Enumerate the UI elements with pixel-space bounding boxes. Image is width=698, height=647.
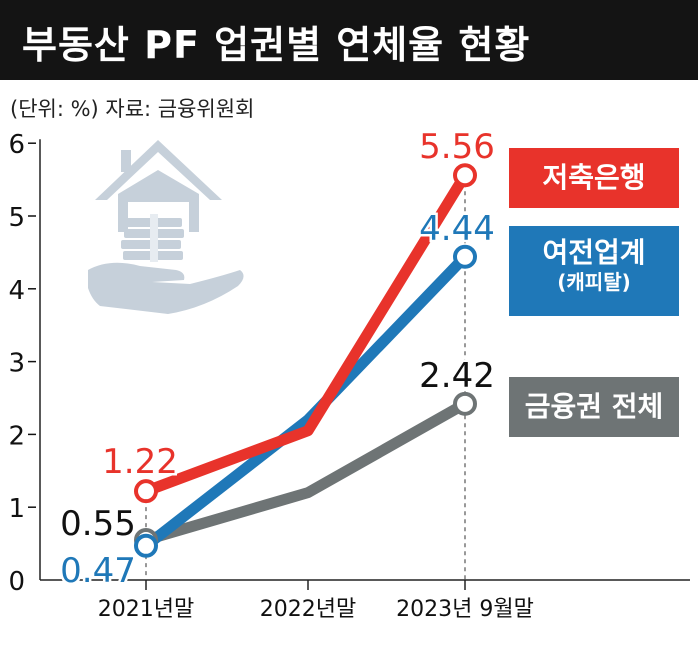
series-line-total bbox=[140, 398, 471, 546]
data-label: 4.44 bbox=[419, 209, 495, 249]
guide-lines bbox=[145, 175, 466, 580]
legend-total: 금융권 전체 bbox=[509, 377, 679, 437]
series-lines bbox=[140, 169, 471, 552]
y-tick-label: 1 bbox=[8, 494, 25, 524]
house-money-hand-icon bbox=[88, 140, 244, 314]
y-tick-label: 0 bbox=[8, 567, 25, 597]
series-line-credit-finance bbox=[140, 251, 471, 552]
data-label: 2.42 bbox=[419, 356, 495, 396]
legend-savings-bank-label: 저축은행 bbox=[542, 161, 646, 194]
x-axis: 2021년말 2022년말 2023년 9월말 bbox=[40, 579, 690, 622]
money-stack-icon bbox=[121, 214, 184, 262]
legend-savings-bank: 저축은행 bbox=[509, 148, 679, 208]
legend-credit-finance: 여전업계 (캐피탈) bbox=[509, 226, 679, 316]
data-label: 0.55 bbox=[60, 504, 136, 544]
hand-icon bbox=[88, 262, 244, 314]
data-label: 1.22 bbox=[102, 442, 178, 482]
data-label: 5.56 bbox=[419, 127, 495, 167]
y-tick-label: 3 bbox=[8, 349, 25, 379]
y-tick-label: 4 bbox=[8, 276, 25, 306]
series-line-savings-bank bbox=[140, 169, 471, 497]
legend-credit-finance-label: 여전업계 bbox=[542, 236, 646, 269]
x-tick-label: 2021년말 bbox=[98, 597, 194, 622]
chart-title: 부동산 PF 업권별 연체율 현황 bbox=[22, 23, 531, 67]
chart-subtitle: (단위: %) 자료: 금융위원회 bbox=[10, 97, 255, 121]
series-markers bbox=[134, 163, 477, 558]
title-bar: 부동산 PF 업권별 연체율 현황 bbox=[0, 0, 698, 80]
chimney-shape bbox=[121, 150, 131, 172]
y-tick-label: 6 bbox=[8, 130, 25, 160]
data-point-credit-finance bbox=[453, 244, 477, 269]
x-tick-label: 2022년말 bbox=[260, 597, 356, 622]
x-tick-label: 2023년 9월말 bbox=[396, 597, 534, 622]
y-tick-label: 2 bbox=[8, 421, 25, 451]
y-axis: 0 1 2 3 4 5 6 bbox=[8, 130, 41, 597]
data-point-savings-bank bbox=[134, 479, 158, 504]
data-point-credit-finance bbox=[134, 533, 158, 558]
data-label: 0.47 bbox=[60, 551, 136, 591]
house-icon bbox=[95, 140, 222, 200]
legend-credit-finance-sublabel: (캐피탈) bbox=[557, 270, 631, 294]
data-point-savings-bank bbox=[453, 163, 477, 188]
legend-total-label: 금융권 전체 bbox=[524, 390, 664, 423]
data-point-total bbox=[453, 391, 477, 416]
data-labels: 1.22 5.56 0.47 4.44 0.55 2.42 bbox=[58, 125, 498, 594]
y-tick-label: 5 bbox=[8, 203, 25, 233]
